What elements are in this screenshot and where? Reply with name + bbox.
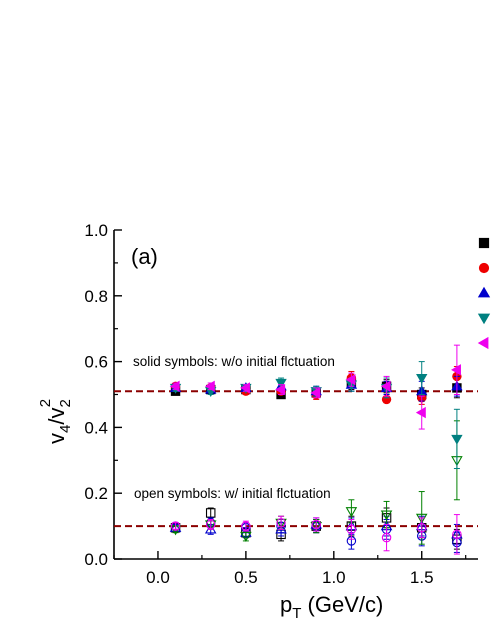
- y-tick-label: 0.4: [84, 418, 108, 437]
- y-axis-title-sup: 2: [37, 399, 54, 407]
- annotation-solid-symbols: solid symbols: w/o initial flctuation: [133, 354, 335, 369]
- annotation-open-symbols: open symbols: w/ initial flctuation: [134, 486, 331, 501]
- open-circle-point: [452, 529, 462, 540]
- y-axis-title: v4/v22: [37, 399, 74, 444]
- solid-triangle-left-point: [415, 406, 426, 419]
- solid-triangle-left-point: [345, 374, 356, 386]
- solid-triangle-down-point: [416, 373, 428, 384]
- legend-symbol-triangle-left: [477, 336, 489, 350]
- y-tick-label: 0.2: [84, 484, 108, 503]
- open-circle-point: [311, 519, 321, 530]
- solid-triangle-left-point: [451, 364, 461, 376]
- legend-symbol-circle: [478, 262, 490, 274]
- x-tick-label: 1.5: [410, 568, 434, 587]
- open-triangle-up-point: [275, 523, 287, 534]
- open-triangle-down-point: [345, 507, 358, 518]
- solid-triangle-left-point: [275, 383, 286, 396]
- x-tick-label: 0.5: [234, 568, 258, 587]
- panel-label: (a): [131, 244, 158, 269]
- y-axis-title-sub2: 2: [57, 399, 74, 407]
- open-circle-point: [276, 518, 286, 528]
- solid-triangle-left-point: [204, 380, 215, 392]
- open-circle-point: [346, 524, 357, 535]
- svg-text:v4/v22: v4/v22: [37, 399, 74, 444]
- open-triangle-up-point: [204, 523, 217, 534]
- open-triangle-down-point: [240, 531, 252, 542]
- y-axis-title-slash: /v: [44, 408, 69, 425]
- x-tick-label: 0.0: [146, 568, 170, 587]
- plot-area: 0.0 0.5 1.0 1.5 0.0 0.2 0.4 0.6 0.8 1.0: [84, 221, 491, 587]
- y-tick-label: 0.8: [84, 287, 108, 306]
- legend-symbol-square: [478, 237, 490, 249]
- y-tick-label: 0.6: [84, 353, 108, 372]
- solid-triangle-down-point: [451, 434, 463, 445]
- open-circle-point: [381, 532, 392, 543]
- open-square-point: [205, 508, 216, 518]
- open-circle-point: [205, 519, 216, 530]
- y-axis-title-sub1: 4: [57, 425, 74, 433]
- open-triangle-down-point: [380, 510, 393, 521]
- x-axis-title-p: p: [280, 592, 292, 617]
- x-axis-title-sub: T: [292, 605, 301, 622]
- solid-triangle-left-point: [310, 387, 321, 399]
- open-circle-point: [170, 521, 181, 531]
- solid-triangle-down-point: [275, 378, 287, 389]
- y-tick-label: 0.0: [84, 550, 108, 569]
- legend-symbol-triangle-up: [477, 286, 491, 298]
- open-circle-point: [241, 521, 251, 531]
- legend-symbol-triangle-down: [477, 313, 491, 325]
- svg-text:pT (GeV/c): pT (GeV/c): [280, 592, 383, 622]
- y-tick-label: 1.0: [84, 221, 108, 240]
- solid-triangle-left-point: [240, 382, 250, 394]
- x-axis-title-rest: (GeV/c): [301, 592, 383, 617]
- open-circle-point: [416, 522, 427, 533]
- y-axis-title-v: v: [44, 433, 69, 444]
- solid-triangle-left-point: [380, 380, 391, 392]
- x-axis-title: pT (GeV/c): [280, 592, 383, 622]
- x-tick-label: 1.0: [322, 568, 346, 587]
- open-triangle-down-point: [415, 513, 428, 524]
- solid-triangle-left-point: [169, 380, 180, 392]
